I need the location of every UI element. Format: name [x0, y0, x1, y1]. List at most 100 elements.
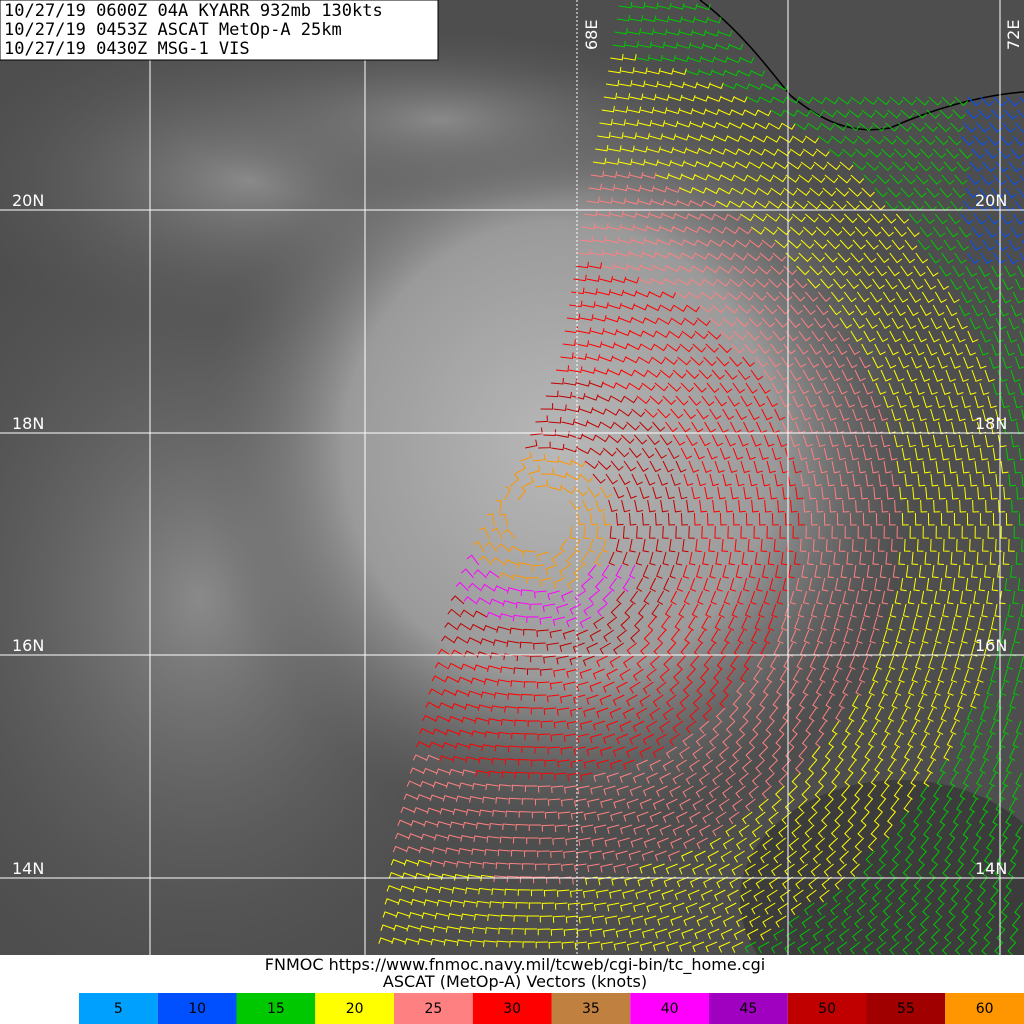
wind-barb [659, 772, 671, 785]
wind-barb [517, 562, 531, 569]
wind-barb [1000, 460, 1009, 474]
wind-barb [838, 928, 850, 942]
wind-barb [504, 758, 518, 765]
wind-barb [659, 824, 672, 836]
wind-barb [893, 148, 908, 159]
wind-barb [498, 784, 512, 791]
wind-barb [796, 187, 811, 196]
wind-barb [599, 642, 611, 655]
wind-barb [714, 56, 729, 63]
wind-barb [661, 616, 670, 631]
wind-barb [880, 434, 891, 448]
wind-barb [930, 538, 937, 552]
wind-barb [755, 200, 770, 209]
wind-barb [550, 733, 564, 742]
wind-barb [920, 590, 928, 605]
wind-barb [1012, 213, 1024, 225]
wind-barb [949, 772, 958, 787]
wind-barb [659, 668, 670, 682]
wind-barb [593, 772, 606, 782]
wind-barb [758, 512, 766, 526]
wind-barb [579, 407, 594, 414]
wind-barb [771, 382, 784, 394]
wind-barb [889, 941, 900, 955]
wind-barb [932, 304, 945, 317]
wind-barb [566, 551, 576, 566]
wind-barb [865, 408, 876, 422]
wind-barb [584, 394, 599, 401]
wind-barb [846, 200, 860, 211]
wind-barb [649, 54, 663, 62]
wind-barb [745, 512, 753, 526]
wind-barb [586, 746, 599, 756]
wind-barb [693, 447, 705, 460]
wind-barb [681, 850, 693, 862]
legend-label: 15 [267, 1001, 285, 1017]
wind-barb [969, 473, 978, 487]
wind-barb [522, 549, 537, 557]
wind-barb [792, 525, 800, 539]
wind-barb [744, 863, 756, 876]
wind-barb [683, 408, 696, 420]
wind-barb [1008, 538, 1015, 552]
wind-barb [795, 486, 804, 500]
wind-barb [673, 147, 687, 154]
wind-barb [545, 456, 560, 463]
wind-barb [784, 941, 796, 954]
wind-barb [781, 122, 796, 130]
wind-barb [576, 928, 590, 937]
wind-barb [514, 771, 528, 779]
header-box [0, 0, 439, 61]
wind-barb [652, 486, 663, 500]
wind-barb [744, 603, 752, 618]
wind-barb [649, 395, 664, 405]
wind-barb [773, 538, 781, 552]
wind-barb [904, 473, 913, 487]
wind-barb [1015, 200, 1024, 212]
wind-barb [596, 525, 604, 539]
wind-barb [796, 655, 804, 670]
wind-barb [1007, 863, 1017, 878]
wind-barb [808, 759, 818, 774]
wind-barb [802, 434, 813, 448]
wind-barb [945, 304, 958, 317]
wind-barb [583, 759, 596, 769]
wind-barb [932, 434, 942, 448]
wind-barb [722, 239, 737, 248]
wind-barb [880, 369, 892, 382]
wind-barb [665, 863, 678, 875]
wind-barb [822, 109, 837, 118]
wind-barb [690, 200, 705, 207]
wind-barb [737, 434, 749, 447]
wind-barb [765, 720, 775, 735]
wind-barb [565, 915, 579, 924]
wind-barb [810, 382, 822, 395]
wind-barb [903, 798, 912, 813]
wind-barb [688, 213, 703, 220]
wind-barb [811, 798, 821, 813]
wind-barb [946, 785, 954, 800]
wind-barb [876, 174, 890, 185]
wind-barb [520, 693, 534, 701]
wind-barb [547, 590, 560, 601]
wind-barb [454, 689, 469, 697]
wind-barb [649, 759, 661, 772]
wind-barb [815, 590, 823, 605]
wind-barb [787, 408, 799, 421]
wind-barb [989, 278, 1001, 291]
wind-barb [945, 226, 959, 238]
wind-barb [701, 616, 709, 631]
wind-barb [535, 415, 548, 423]
wind-barb [553, 577, 565, 589]
wind-barb [877, 798, 886, 813]
wind-barb [967, 252, 980, 264]
wind-barb [759, 96, 774, 104]
wind-barb [716, 278, 731, 287]
wind-barb [964, 616, 972, 631]
wind-barb [626, 421, 640, 431]
wind-barb [633, 616, 644, 631]
wind-barb [644, 408, 658, 418]
wind-barb [829, 499, 837, 513]
wind-barb [973, 733, 980, 748]
wind-barb [865, 161, 880, 171]
